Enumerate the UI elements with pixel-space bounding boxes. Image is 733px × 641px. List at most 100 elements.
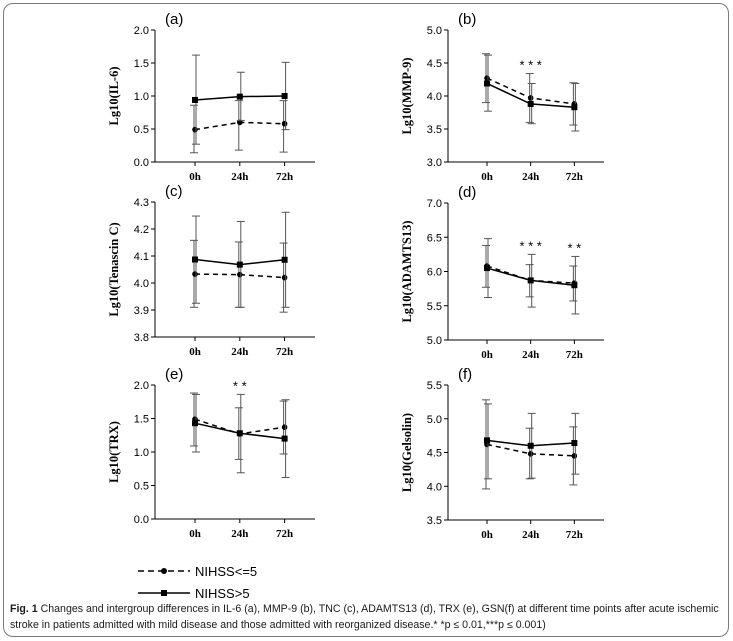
y-tick-label: 4.2 — [134, 224, 149, 236]
y-axis-label: Lg10(Tenascin C) — [107, 222, 121, 316]
series-nihss-gt5 — [192, 393, 290, 478]
y-axis-label: Lg10(MMP-9) — [400, 57, 414, 134]
series-nihss-le5 — [190, 392, 288, 460]
x-tick-label: 72h — [276, 528, 293, 540]
x-tick-label: 24h — [231, 171, 248, 183]
y-axis-label: Lg10(TRX) — [107, 421, 121, 483]
y-tick-label: 6.5 — [427, 232, 442, 244]
series-nihss-le5 — [190, 239, 288, 313]
y-tick-label: 3.0 — [427, 157, 442, 169]
data-point-circle — [237, 271, 243, 278]
y-tick-label: 5.0 — [427, 414, 442, 426]
chart-panel-e: 0.0 0.5 1.0 1.5 2.0 0h 24h 72h Lg10(TRX) (e) * * — [107, 366, 315, 540]
chart-panel-b: 3.0 3.5 4.0 4.5 5.0 0h 24h 72h Lg10(MMP-9) (b) * *… — [400, 11, 604, 183]
series-line — [194, 273, 285, 279]
series-nihss-gt5 — [484, 238, 580, 315]
chart-panel-d: 5.0 5.5 6.0 6.5 7.0 0h 24h 72h Lg10(ADAMTS13) (d)… — [400, 184, 604, 361]
y-tick-label: 6.0 — [427, 267, 442, 279]
figure-frame — [3, 3, 729, 637]
y-tick-label: 3.8 — [134, 332, 149, 344]
y-tick-label: 4.3 — [134, 197, 149, 209]
legend-marker-circle — [161, 568, 167, 574]
y-tick-label: 0.0 — [134, 514, 149, 526]
x-tick-label: 24h — [231, 346, 248, 358]
series-line — [486, 443, 575, 457]
series-nihss-gt5 — [192, 54, 290, 145]
panel-title: (b) — [458, 11, 476, 28]
chart-panel-c: 3.8 3.9 4.0 4.1 4.2 4.3 0h 24h 72h Lg10(Tenascin … — [107, 183, 315, 358]
chart-panels: 0.0 0.5 1.0 1.5 2.0 0h 24h 72h Lg10(IL-6) (a) 3.0 3… — [107, 11, 604, 541]
y-tick-label: 0.0 — [134, 157, 149, 169]
data-point-square — [192, 420, 198, 427]
series-nihss-le5 — [190, 100, 288, 154]
y-tick-label: 2.0 — [134, 380, 149, 392]
data-point-circle — [527, 451, 534, 457]
data-point-circle — [237, 119, 243, 126]
legend-item-nihss-gt5: NIHSS>5 — [138, 586, 250, 601]
y-tick-label: 0.5 — [134, 481, 149, 493]
caption-text: Changes and intergroup differences in IL… — [10, 603, 719, 631]
x-tick-label: 72h — [566, 171, 583, 183]
y-tick-label: 1.0 — [134, 447, 149, 459]
x-tick-label: 24h — [522, 529, 539, 541]
data-point-square — [484, 80, 490, 87]
data-point-square — [571, 104, 578, 111]
data-point-square — [192, 256, 198, 263]
data-point-circle — [281, 274, 288, 281]
data-point-square — [281, 435, 288, 442]
y-tick-label: 1.5 — [134, 414, 149, 426]
series-nihss-gt5 — [192, 211, 290, 308]
series-nihss-gt5 — [484, 403, 580, 480]
y-tick-label: 4.1 — [134, 251, 149, 263]
y-tick-label: 3.9 — [134, 305, 149, 317]
data-point-square — [571, 440, 578, 447]
data-point-square — [527, 100, 534, 107]
data-point-circle — [192, 271, 198, 277]
y-tick-label: 5.0 — [427, 25, 442, 37]
x-tick-label: 0h — [189, 171, 201, 183]
x-tick-label: 0h — [189, 346, 201, 358]
y-axis-label: Lg10(ADAMTS13) — [400, 220, 414, 322]
data-point-circle — [192, 126, 198, 133]
y-axis-label: Lg10(IL-6) — [107, 66, 121, 125]
x-tick-label: 24h — [522, 171, 539, 183]
data-point-square — [236, 430, 243, 437]
significance-marker: * * * — [519, 58, 541, 73]
y-axis-label: Lg10(Gelsolin) — [400, 413, 414, 492]
x-tick-label: 24h — [231, 528, 248, 540]
data-point-square — [281, 93, 288, 99]
x-tick-label: 72h — [566, 529, 583, 541]
y-tick-label: 4.0 — [427, 481, 442, 493]
y-tick-label: 0.5 — [134, 124, 149, 136]
chart-panel-f: 3.5 4.0 4.5 5.0 5.5 0h 24h 72h Lg10(Gelsolin) (f) — [400, 366, 604, 541]
y-tick-label: 4.5 — [427, 448, 442, 460]
panel-title: (a) — [165, 11, 183, 28]
y-tick-label: 3.5 — [427, 515, 442, 527]
data-point-square — [484, 265, 490, 272]
legend-item-nihss-le5: NIHSS<=5 — [138, 564, 257, 579]
y-tick-label: 1.0 — [134, 91, 149, 103]
series-nihss-le5 — [482, 244, 578, 302]
legend-marker-square — [161, 590, 167, 596]
x-tick-label: 24h — [522, 349, 539, 361]
data-point-circle — [281, 120, 288, 127]
data-point-square — [571, 282, 578, 289]
y-tick-label: 5.5 — [427, 301, 442, 313]
x-tick-label: 72h — [566, 349, 583, 361]
y-tick-label: 4.0 — [427, 91, 442, 103]
data-point-circle — [571, 453, 578, 459]
data-point-circle — [281, 424, 288, 431]
y-tick-label: 3.5 — [427, 124, 442, 136]
y-tick-label: 1.5 — [134, 58, 149, 70]
y-tick-label: 4.0 — [134, 278, 149, 290]
legend-label: NIHSS<=5 — [195, 564, 257, 579]
panel-title: (f) — [458, 366, 472, 383]
x-tick-label: 72h — [276, 346, 293, 358]
x-tick-label: 0h — [481, 529, 493, 541]
panel-title: (e) — [165, 366, 183, 383]
x-tick-label: 72h — [276, 171, 293, 183]
y-tick-label: 5.0 — [427, 335, 442, 347]
data-point-square — [236, 93, 243, 100]
panel-title: (c) — [165, 183, 183, 200]
